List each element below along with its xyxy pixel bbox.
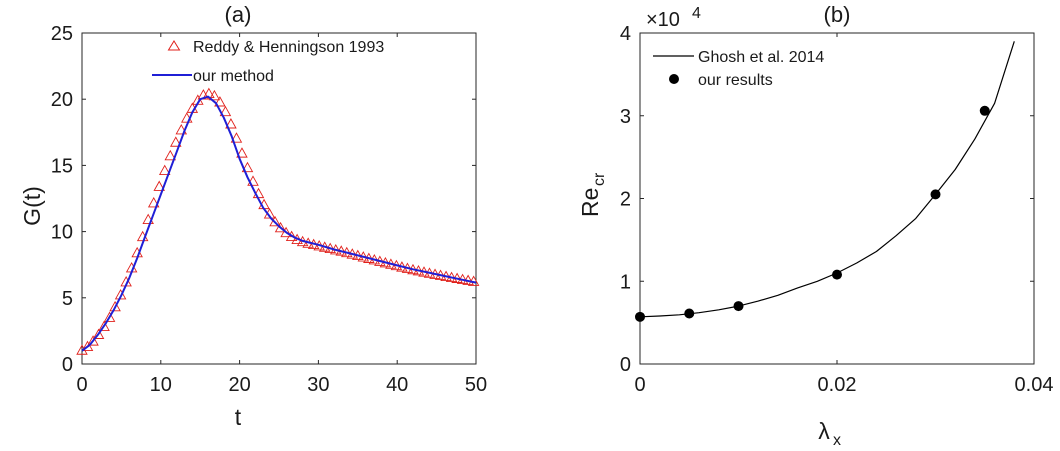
panel-a-series-0-triangle-point [158, 164, 171, 176]
panel-a-y-tick-label: 0 [62, 354, 73, 376]
panel-a-legend-label-reddy: Reddy & Henningson 1993 [193, 39, 384, 56]
panel-b-y-axis-label: Re cr [577, 172, 608, 217]
panel-a-y-tick-label: 5 [62, 288, 73, 310]
panel-a-series-0-triangle-point [81, 340, 94, 352]
panel-a-series-0-triangle-point [175, 124, 188, 135]
panel-b-x-axis-label-subscript: x [833, 432, 841, 446]
legend-triangle-marker [167, 40, 181, 51]
panel-b-y-axis-label-main: Re [577, 188, 603, 217]
panel-b-legend: Ghosh et al. 2014 our results [653, 49, 824, 89]
panel-b-series-1-dot-point [684, 308, 695, 319]
panel-b-series-1-dot-point [979, 105, 990, 116]
panel-a-x-axis-label: t [235, 404, 242, 430]
panel-a-y-tick-label: 15 [51, 155, 73, 177]
panel-a-series-0-triangle-point [274, 221, 287, 233]
panel-a-series-0-triangle-point [153, 180, 165, 191]
panel-a-series-0-triangle-point [170, 136, 182, 147]
panel-a-series-0-triangle-point [109, 300, 121, 312]
panel-b-y-tick-label: 1 [620, 271, 631, 293]
panel-a-legend-entry-our-method: our method [152, 68, 274, 85]
panel-a-legend-label-our-method: our method [193, 68, 274, 85]
panel-b-x-tick-label: 0.02 [818, 374, 857, 396]
panel-a-y-tick-label: 25 [51, 23, 73, 45]
panel-b-series-1-dot-point [635, 311, 645, 322]
panel-b-legend-label-our-results: our results [698, 72, 773, 89]
panel-a-title: (a) [225, 2, 252, 27]
panel-b: (b) ×10 4 λ x Re cr 0 0.02 0.04 0 1 2 3 4 Ghosh… [577, 2, 1054, 449]
panel-b-series-1-dot-point [930, 189, 941, 200]
panel-a-y-tick-label: 20 [51, 89, 73, 111]
panel-a-series-0-triangle-point [103, 311, 116, 322]
panel-b-multiplier-base: ×10 [646, 9, 680, 31]
panel-b-y-axis-label-subscript: cr [591, 172, 608, 186]
panel-a-series-0-triangle-point [208, 89, 221, 101]
panel-a-series-0-triangle-point [92, 328, 105, 339]
panel-a-x-tick-label: 0 [76, 374, 87, 396]
panel-b-y-tick-label: 3 [620, 106, 631, 128]
panel-a-x-tick-label: 50 [465, 374, 487, 396]
legend-circle-marker [669, 74, 679, 84]
panel-b-x-tick-label: 0 [634, 374, 645, 396]
panel-a-x-tick-label: 20 [228, 374, 250, 396]
panel-a-legend: Reddy & Henningson 1993 our method [152, 39, 384, 85]
panel-a-y-axis-label: G(t) [19, 186, 45, 226]
panel-a: (a) t G(t) 0 10 20 30 40 50 0 5 10 15 20 25 Reddy &… [19, 2, 487, 430]
panel-b-legend-label-ghosh: Ghosh et al. 2014 [698, 49, 824, 66]
panel-a-series-0-triangle-point [147, 196, 160, 208]
panel-b-y-tick-label: 0 [620, 354, 631, 376]
panel-a-x-tick-label: 30 [307, 374, 329, 396]
panel-b-y-tick-label: 2 [620, 189, 631, 211]
panel-a-series-0-triangle-point [98, 320, 110, 332]
panel-b-x-tick-label: 0.04 [1015, 374, 1054, 396]
panel-b-x-axis-label-main: λ [818, 418, 830, 444]
panel-b-legend-entry-ghosh: Ghosh et al. 2014 [653, 49, 824, 66]
panel-a-series-0-triangle-point [87, 335, 99, 346]
panel-a-series-0-triangle-point [247, 175, 259, 186]
panel-a-series-0-triangle-point [269, 215, 281, 227]
panel-b-series-1-dot-point [733, 301, 744, 312]
panel-b-y-tick-label: 4 [620, 23, 631, 45]
panel-a-series-0-triangle-point [230, 132, 243, 143]
panel-b-plot-area: 0 0.02 0.04 0 1 2 3 4 [620, 23, 1054, 396]
panel-a-series-0-triangle-point [236, 147, 248, 158]
panel-b-legend-entry-our-results: our results [669, 72, 773, 89]
panel-b-title: (b) [824, 2, 851, 27]
panel-b-multiplier-exponent: 4 [692, 5, 701, 22]
panel-a-series-0-triangle-point [219, 105, 232, 117]
panel-a-series-1-line [81, 95, 477, 352]
panel-a-legend-entry-reddy: Reddy & Henningson 1993 [167, 39, 384, 56]
panel-a-plot-area: 0 10 20 30 40 50 0 5 10 15 20 25 [51, 23, 487, 396]
panel-a-series-0-triangle-point [114, 288, 127, 300]
panel-b-x-axis-label: λ x [818, 418, 841, 449]
panel-a-x-tick-label: 40 [386, 374, 408, 396]
panel-b-y-multiplier: ×10 4 [646, 5, 701, 31]
panel-a-x-tick-label: 10 [150, 374, 172, 396]
panel-a-y-tick-label: 10 [51, 222, 73, 244]
panel-a-axes-box [81, 32, 477, 365]
panel-a-series-0-triangle-point [225, 118, 237, 129]
panel-a-series-0-triangle-point [280, 226, 292, 238]
panel-b-series-1-dot-point [832, 269, 842, 280]
panel-a-series-0-triangle-point [241, 161, 254, 173]
panel-a-series-0-triangle-point [164, 149, 177, 161]
panel-a-series-0-triangle-point [214, 96, 226, 107]
panel-b-series-0-line [639, 41, 1015, 318]
